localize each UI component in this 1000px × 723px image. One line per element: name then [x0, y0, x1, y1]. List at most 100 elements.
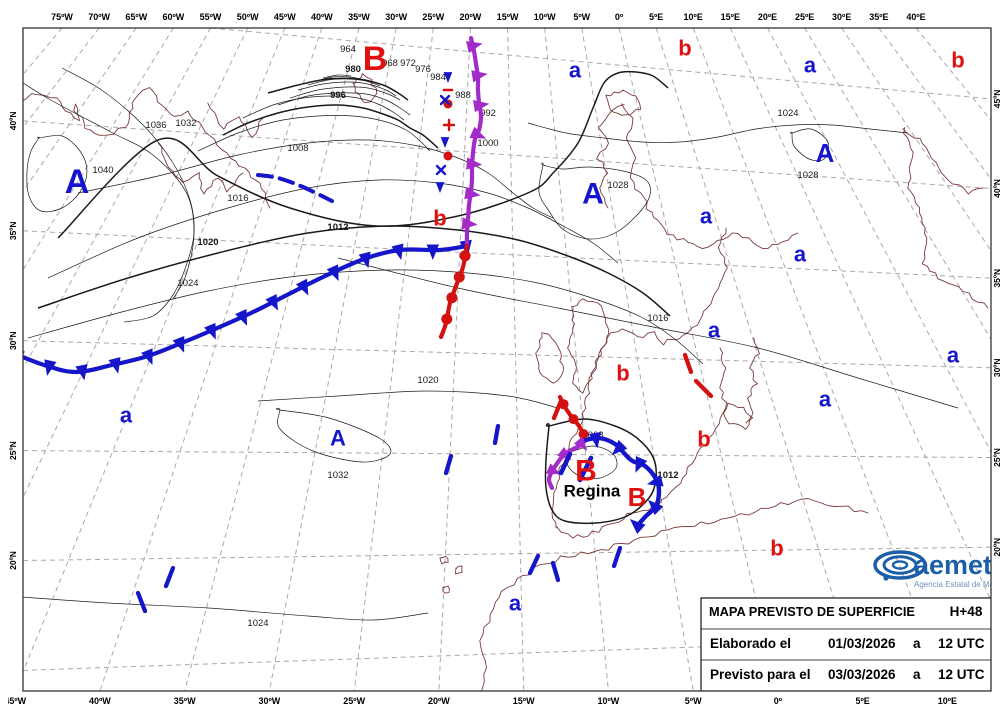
svg-text:20ºW: 20ºW	[428, 696, 450, 706]
svg-text:a: a	[509, 591, 522, 616]
svg-text:1012: 1012	[327, 222, 348, 233]
svg-text:1040: 1040	[92, 165, 113, 176]
svg-text:30ºN: 30ºN	[992, 358, 1000, 377]
svg-text:40ºN: 40ºN	[992, 179, 1000, 198]
svg-text:984: 984	[430, 72, 446, 83]
svg-text:20ºE: 20ºE	[758, 12, 777, 22]
svg-text:a: a	[120, 403, 133, 428]
svg-text:1016: 1016	[227, 193, 248, 204]
svg-text:Elaborado el: Elaborado el	[710, 636, 791, 651]
svg-text:35ºW: 35ºW	[174, 696, 196, 706]
svg-text:60ºW: 60ºW	[163, 12, 185, 22]
svg-text:1036: 1036	[145, 120, 166, 131]
svg-text:A: A	[816, 138, 835, 168]
svg-text:30ºE: 30ºE	[832, 12, 851, 22]
svg-text:30ºN: 30ºN	[8, 331, 18, 350]
svg-text:b: b	[433, 206, 446, 231]
svg-text:1000: 1000	[477, 138, 498, 149]
svg-text:1020: 1020	[197, 237, 218, 248]
svg-text:964: 964	[340, 44, 356, 55]
svg-text:20ºN: 20ºN	[8, 551, 18, 570]
svg-text:a: a	[569, 58, 582, 83]
svg-text:25ºN: 25ºN	[8, 441, 18, 460]
svg-text:5ºE: 5ºE	[855, 696, 869, 706]
svg-text:35ºW: 35ºW	[348, 12, 370, 22]
svg-text:5ºW: 5ºW	[685, 696, 702, 706]
svg-text:1032: 1032	[175, 118, 196, 129]
svg-text:aemet: aemet	[914, 550, 992, 580]
svg-text:1028: 1028	[797, 170, 818, 181]
svg-text:25ºN: 25ºN	[992, 448, 1000, 467]
svg-text:15ºW: 15ºW	[497, 12, 519, 22]
svg-text:5ºW: 5ºW	[573, 12, 590, 22]
svg-text:25ºW: 25ºW	[343, 696, 365, 706]
svg-text:55ºW: 55ºW	[200, 12, 222, 22]
svg-text:980: 980	[345, 64, 361, 75]
svg-text:25ºW: 25ºW	[422, 12, 444, 22]
svg-text:50ºW: 50ºW	[237, 12, 259, 22]
svg-text:H+48: H+48	[950, 604, 983, 619]
svg-text:B: B	[363, 40, 388, 78]
svg-text:30ºW: 30ºW	[259, 696, 281, 706]
svg-text:b: b	[951, 48, 964, 73]
svg-text:1024: 1024	[247, 618, 268, 629]
svg-text:1024: 1024	[777, 108, 798, 119]
svg-text:A: A	[582, 178, 604, 211]
svg-text:75ºW: 75ºW	[51, 12, 73, 22]
svg-text:12 UTC: 12 UTC	[938, 636, 985, 651]
svg-text:b: b	[770, 536, 783, 561]
svg-text:45ºW: 45ºW	[274, 12, 296, 22]
svg-text:Regina: Regina	[564, 482, 621, 501]
svg-text:40ºE: 40ºE	[906, 12, 925, 22]
svg-text:972: 972	[400, 58, 416, 69]
svg-text:10ºE: 10ºE	[684, 12, 703, 22]
svg-text:a: a	[794, 242, 807, 267]
svg-text:25ºE: 25ºE	[795, 12, 814, 22]
svg-text:40ºN: 40ºN	[8, 112, 18, 131]
svg-text:996: 996	[330, 90, 346, 101]
svg-text:10ºW: 10ºW	[534, 12, 556, 22]
svg-text:1020: 1020	[417, 375, 438, 386]
svg-text:a: a	[819, 387, 832, 412]
svg-text:0º: 0º	[615, 12, 624, 22]
svg-text:a: a	[700, 204, 713, 229]
svg-text:A: A	[330, 426, 346, 451]
svg-text:Agencia Estatal de Meteorologí: Agencia Estatal de Meteorología	[914, 580, 1000, 589]
svg-text:20ºW: 20ºW	[460, 12, 482, 22]
svg-text:30ºW: 30ºW	[385, 12, 407, 22]
svg-text:a: a	[947, 343, 960, 368]
svg-text:MAPA PREVISTO DE SUPERFICIE: MAPA PREVISTO DE SUPERFICIE	[709, 604, 915, 619]
svg-text:10ºW: 10ºW	[598, 696, 620, 706]
svg-text:15ºE: 15ºE	[721, 12, 740, 22]
svg-text:Previsto para el: Previsto para el	[710, 667, 811, 682]
svg-text:15ºW: 15ºW	[513, 696, 535, 706]
svg-text:b: b	[616, 361, 629, 386]
svg-text:1028: 1028	[607, 180, 628, 191]
svg-text:03/03/2026: 03/03/2026	[828, 667, 896, 682]
svg-text:10ºE: 10ºE	[938, 696, 957, 706]
svg-text:1008: 1008	[287, 143, 308, 154]
svg-text:35ºE: 35ºE	[869, 12, 888, 22]
svg-text:1032: 1032	[327, 470, 348, 481]
svg-text:0º: 0º	[774, 696, 783, 706]
svg-text:b: b	[678, 36, 691, 61]
svg-text:12 UTC: 12 UTC	[938, 667, 985, 682]
svg-text:5ºE: 5ºE	[649, 12, 663, 22]
svg-text:40ºW: 40ºW	[311, 12, 333, 22]
svg-text:a: a	[804, 53, 817, 78]
svg-text:35ºN: 35ºN	[992, 269, 1000, 288]
svg-text:b: b	[697, 427, 710, 452]
svg-text:70ºW: 70ºW	[88, 12, 110, 22]
svg-text:988: 988	[455, 90, 471, 101]
svg-text:B: B	[628, 482, 647, 512]
svg-text:a: a	[708, 318, 721, 343]
svg-text:20ºN: 20ºN	[992, 538, 1000, 557]
svg-text:1016: 1016	[647, 313, 668, 324]
svg-text:45ºN: 45ºN	[992, 90, 1000, 109]
svg-text:976: 976	[415, 64, 431, 75]
svg-text:01/03/2026: 01/03/2026	[828, 636, 896, 651]
svg-text:a: a	[913, 636, 921, 651]
svg-text:40ºW: 40ºW	[89, 696, 111, 706]
svg-text:a: a	[913, 667, 921, 682]
svg-text:45ºW: 45ºW	[8, 696, 27, 706]
